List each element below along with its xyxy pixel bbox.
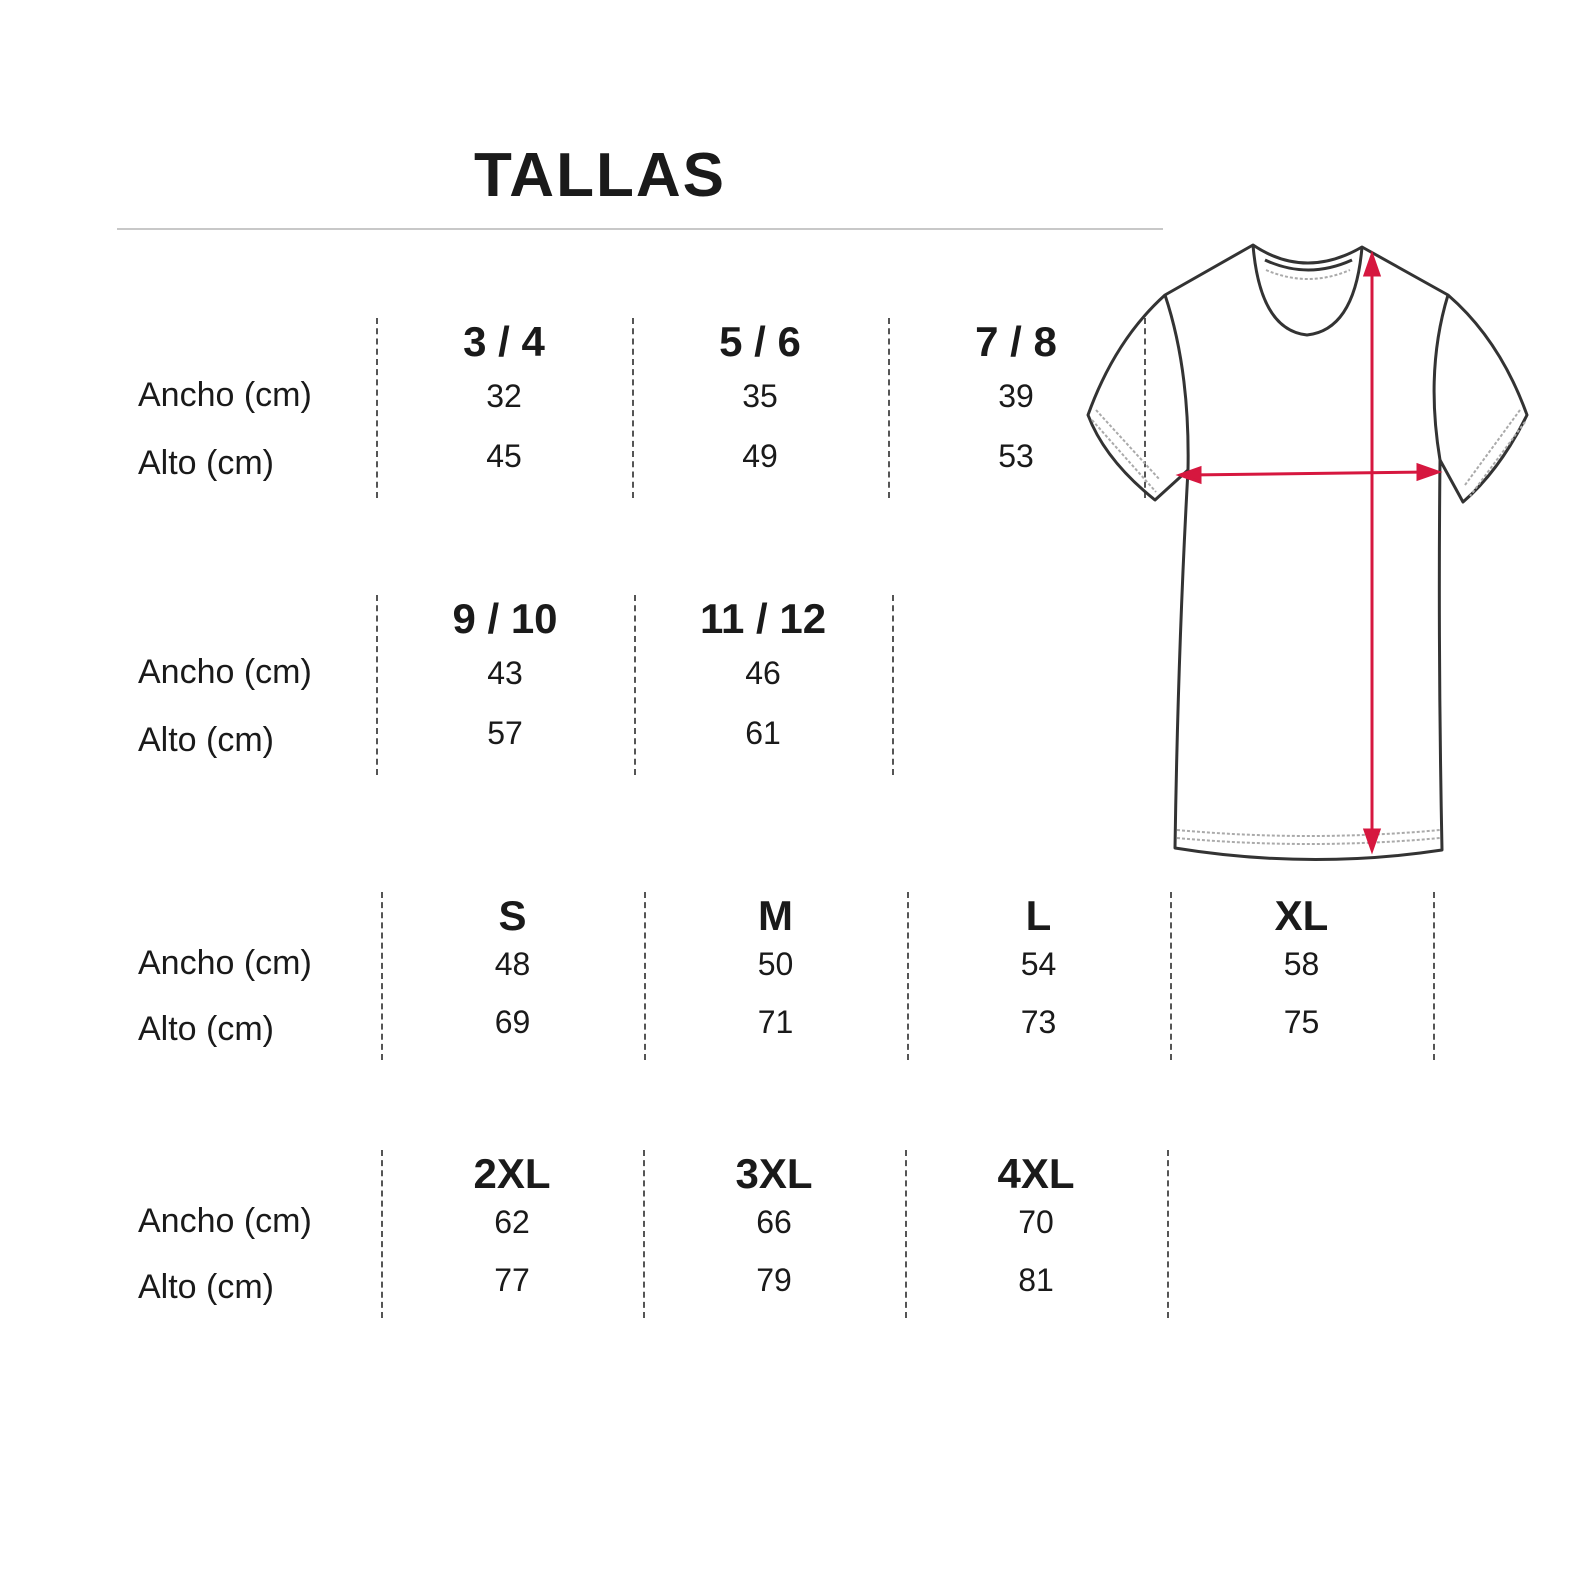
width-value: 48: [494, 946, 531, 982]
column-divider: [1170, 892, 1172, 1060]
height-value: 75: [1283, 1004, 1320, 1040]
height-value: 81: [1018, 1262, 1054, 1298]
column-divider: [632, 318, 634, 498]
size-header: M: [758, 892, 793, 939]
column-divider: [634, 595, 636, 775]
size-header: S: [498, 892, 527, 939]
width-value: 46: [745, 655, 781, 691]
height-value: 73: [1020, 1004, 1057, 1040]
size-header: 9 / 10: [452, 595, 558, 642]
width-value: 43: [487, 655, 523, 691]
height-value: 49: [742, 438, 778, 474]
page-title: TALLAS: [474, 141, 726, 210]
height-value: 45: [486, 438, 522, 474]
column-divider: [381, 892, 383, 1060]
size-header: 5 / 6: [719, 318, 801, 365]
width-value: 66: [756, 1204, 792, 1240]
width-value: 54: [1020, 946, 1057, 982]
size-header: 7 / 8: [975, 318, 1057, 365]
size-header: 3XL: [735, 1150, 813, 1197]
column-divider: [1433, 892, 1435, 1060]
column-divider: [892, 595, 894, 775]
height-value: 79: [756, 1262, 792, 1298]
height-value: 69: [494, 1004, 531, 1040]
column-divider: [643, 1150, 645, 1318]
width-value: 32: [486, 378, 522, 414]
height-value: 71: [757, 1004, 794, 1040]
row-label-height: Alto (cm): [138, 721, 274, 759]
column-divider: [888, 318, 890, 498]
column-divider: [905, 1150, 907, 1318]
size-header: 2XL: [473, 1150, 551, 1197]
width-value: 58: [1283, 946, 1320, 982]
size-header: XL: [1274, 892, 1329, 939]
row-label-height: Alto (cm): [138, 444, 274, 482]
height-value: 77: [494, 1262, 530, 1298]
column-divider: [376, 318, 378, 498]
width-value: 70: [1018, 1204, 1054, 1240]
row-label-height: Alto (cm): [138, 1268, 274, 1306]
column-divider: [381, 1150, 383, 1318]
row-label-height: Alto (cm): [138, 1010, 274, 1048]
column-divider: [376, 595, 378, 775]
measurement-arrows: [1175, 250, 1443, 855]
column-divider: [1167, 1150, 1169, 1318]
height-value: 57: [487, 715, 523, 751]
size-header: 4XL: [997, 1150, 1075, 1197]
t-shirt-measurement-icon: [1086, 243, 1529, 862]
size-header: 3 / 4: [463, 318, 545, 365]
title-divider: [117, 228, 1163, 230]
row-label-width: Ancho (cm): [138, 944, 312, 982]
height-value: 61: [745, 715, 781, 751]
height-value: 53: [998, 438, 1034, 474]
size-header: 11 / 12: [699, 595, 827, 642]
row-label-width: Ancho (cm): [138, 376, 312, 414]
width-value: 35: [742, 378, 778, 414]
column-divider: [1144, 318, 1146, 498]
row-label-width: Ancho (cm): [138, 1202, 312, 1240]
column-divider: [644, 892, 646, 1060]
width-value: 62: [494, 1204, 530, 1240]
column-divider: [907, 892, 909, 1060]
row-label-width: Ancho (cm): [138, 653, 312, 691]
width-value: 50: [757, 946, 794, 982]
width-value: 39: [998, 378, 1034, 414]
size-header: L: [1025, 892, 1052, 939]
